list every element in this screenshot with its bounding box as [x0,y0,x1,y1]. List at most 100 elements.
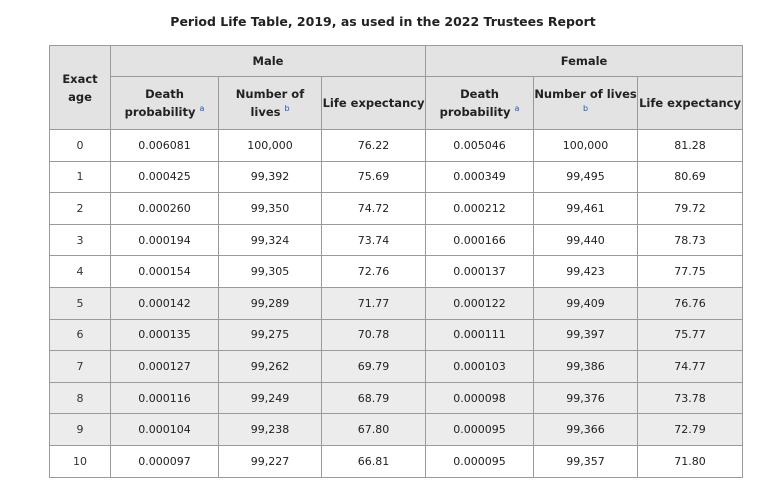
male-number-of-lives-cell: 99,275 [218,318,322,352]
male-life-expectancy-cell: 71.77 [320,286,427,320]
age-cell: 7 [49,350,111,383]
male-death-probability-cell: 0.000142 [110,286,219,320]
male-number-of-lives-cell: 99,238 [218,413,322,446]
male-death-probability-cell: 0.000154 [110,255,219,288]
table-row: 2 0.000260 99,350 74.72 0.000212 99,461 79.72 [49,192,744,225]
male-death-probability-cell: 0.000194 [110,223,219,257]
female-number-of-lives-cell: 100,000 [533,129,639,162]
female-death-probability-cell: 0.000095 [425,413,535,446]
female-life-expectancy-cell: 77.75 [637,255,744,288]
male-life-expectancy-cell: 75.69 [320,160,427,194]
table-row: 8 0.000116 99,249 68.79 0.000098 99,376 73.78 [49,381,744,415]
table-row: 7 0.000127 99,262 69.79 0.000103 99,386 74.77 [49,350,744,383]
table-row: 6 0.000135 99,275 70.78 0.000111 99,397 75.77 [49,318,744,352]
male-number-of-lives-cell: 99,305 [218,255,322,288]
age-cell: 1 [49,160,111,194]
table-row: 1 0.000425 99,392 75.69 0.000349 99,495 80.69 [49,160,744,194]
female-life-expectancy-cell: 73.78 [637,381,744,415]
footnote-b-link[interactable]: b [582,104,589,114]
female-number-of-lives-cell: 99,423 [533,255,639,288]
male-number-of-lives-cell: 99,324 [218,223,322,257]
table-row: 4 0.000154 99,305 72.76 0.000137 99,423 77.75 [49,255,744,288]
male-number-of-lives-cell: 99,350 [218,192,322,225]
male-life-expectancy-cell: 72.76 [320,255,427,288]
footnote-b-link[interactable]: b [284,104,290,114]
male-number-of-lives-cell: 99,392 [218,160,322,194]
female-death-probability-cell: 0.005046 [425,129,535,162]
female-death-probability-cell: 0.000098 [425,381,535,415]
table-title: Period Life Table, 2019, as used in the … [170,14,596,29]
female-number-of-lives-cell: 99,366 [533,413,639,446]
male-death-probability-cell: 0.000135 [110,318,219,352]
female-life-expectancy-cell: 74.77 [637,350,744,383]
age-cell: 6 [49,318,111,352]
male-life-expectancy-cell: 69.79 [320,350,427,383]
female-number-of-lives-cell: 99,409 [533,286,639,320]
female-life-expectancy-cell: 79.72 [637,192,744,225]
footnote-a-link[interactable]: a [199,104,205,114]
male-death-probability-cell: 0.000116 [110,381,219,415]
male-death-probability-cell: 0.000260 [110,192,219,225]
female-number-of-lives-cell: 99,440 [533,223,639,257]
male-number-of-lives-cell: 99,249 [218,381,322,415]
female-life-expectancy-header: Life expectancy [637,76,744,130]
female-number-of-lives-cell: 99,357 [533,444,639,478]
male-death-probability-header: Death probability a [110,76,219,130]
footnote-a-link[interactable]: a [514,104,520,114]
female-death-probability-header: Death probability a [425,76,535,130]
male-life-expectancy-header: Life expectancy [320,76,427,130]
male-life-expectancy-cell: 67.80 [320,413,427,446]
female-life-expectancy-cell: 78.73 [637,223,744,257]
age-cell: 10 [49,444,111,478]
male-number-of-lives-cell: 99,262 [218,350,322,383]
female-death-probability-cell: 0.000095 [425,444,535,478]
male-death-probability-cell: 0.006081 [110,129,219,162]
male-death-probability-cell: 0.000104 [110,413,219,446]
male-life-expectancy-cell: 76.22 [320,129,427,162]
exact-age-header: Exact age [49,45,111,130]
age-cell: 8 [49,381,111,415]
male-life-expectancy-cell: 66.81 [320,444,427,478]
male-number-of-lives-cell: 100,000 [218,129,322,162]
table-row: 9 0.000104 99,238 67.80 0.000095 99,366 72.79 [49,413,744,446]
age-cell: 4 [49,255,111,288]
female-life-expectancy-cell: 71.80 [637,444,744,478]
header-group-row: Exact age Male Female [49,45,744,130]
female-number-of-lives-cell: 99,461 [533,192,639,225]
female-life-expectancy-cell: 76.76 [637,286,744,320]
female-number-of-lives-cell: 99,386 [533,350,639,383]
age-cell: 2 [49,192,111,225]
table-row: 10 0.000097 99,227 66.81 0.000095 99,357 71.80 [49,444,744,478]
male-number-of-lives-header: Number of lives b [218,76,322,130]
female-death-probability-cell: 0.000137 [425,255,535,288]
life-table: Exact age Male Female Death probability … [49,45,744,478]
male-life-expectancy-cell: 68.79 [320,381,427,415]
female-life-expectancy-cell: 81.28 [637,129,744,162]
male-life-expectancy-cell: 70.78 [320,318,427,352]
female-header: Female [425,45,744,77]
female-number-of-lives-cell: 99,397 [533,318,639,352]
table-body: 0 0.006081 100,000 76.22 0.005046 100,000 81.2… [49,129,744,478]
age-cell: 3 [49,223,111,257]
header-column-row: Death probability a Number of lives b Li… [50,76,744,130]
female-life-expectancy-cell: 75.77 [637,318,744,352]
table-row: 0 0.006081 100,000 76.22 0.005046 100,000 81.2… [49,129,744,162]
age-cell: 5 [49,286,111,320]
female-death-probability-cell: 0.000122 [425,286,535,320]
male-number-of-lives-cell: 99,227 [218,444,322,478]
male-life-expectancy-cell: 73.74 [320,223,427,257]
female-number-of-lives-header: Number of lives b [533,76,639,130]
female-number-of-lives-cell: 99,495 [533,160,639,194]
female-death-probability-cell: 0.000103 [425,350,535,383]
table-row: 3 0.000194 99,324 73.74 0.000166 99,440 78.73 [49,223,744,257]
male-number-of-lives-cell: 99,289 [218,286,322,320]
age-cell: 0 [49,129,111,162]
female-death-probability-cell: 0.000349 [425,160,535,194]
female-death-probability-cell: 0.000111 [425,318,535,352]
male-death-probability-cell: 0.000127 [110,350,219,383]
male-header: Male [109,45,427,77]
female-life-expectancy-cell: 80.69 [637,160,744,194]
female-life-expectancy-cell: 72.79 [637,413,744,446]
female-number-of-lives-cell: 99,376 [533,381,639,415]
table-row: 5 0.000142 99,289 71.77 0.000122 99,409 76.76 [49,286,744,320]
